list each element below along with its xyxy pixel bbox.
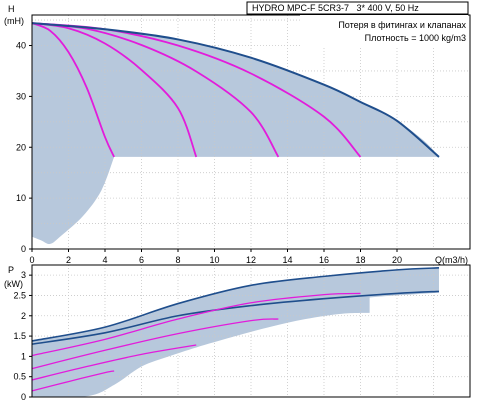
y-tick-label: 0 — [21, 392, 26, 400]
y-tick-label: 0 — [21, 244, 26, 254]
note-density: Плотность = 1000 kg/m3 — [365, 33, 466, 43]
x-tick-label: 18 — [355, 255, 365, 265]
y-tick-label: 20 — [16, 142, 26, 152]
y-tick-label: 0.5 — [13, 372, 26, 382]
y-axis-unit: (mH) — [4, 16, 24, 26]
power-curve-line — [31, 370, 115, 392]
y-tick-label: 2.5 — [13, 290, 26, 300]
x-tick-label: 16 — [319, 255, 329, 265]
y-axis-unit: (kW) — [4, 279, 23, 289]
head-chart: 0 2 4 6 8 10 12 14 16 18 20 0 10 20 30 40 H (mH) Q(m3/h) HY… — [4, 1, 471, 265]
chart-title: HYDRO MPC-F 5CR3-7 3* 400 V, 50 Hz — [252, 3, 419, 13]
note-fittings: Потеря в фитингах и клапанах — [338, 20, 466, 30]
y-tick-label: 40 — [16, 41, 26, 51]
y-axis-label: H — [8, 4, 15, 14]
power-curve-line — [31, 344, 197, 381]
x-tick-label: 6 — [139, 255, 144, 265]
y-tick-label: 30 — [16, 91, 26, 101]
x-tick-label: 4 — [102, 255, 107, 265]
x-tick-label: 8 — [175, 255, 180, 265]
title-box — [246, 1, 469, 15]
power-curve-line — [31, 318, 279, 370]
y-tick-label: 2 — [21, 311, 26, 321]
x-tick-label: 20 — [392, 255, 402, 265]
y-tick-label: 1 — [21, 351, 26, 361]
y-tick-label: 1.5 — [13, 331, 26, 341]
y-axis-label: P — [8, 265, 14, 275]
y-tick-label: 10 — [16, 193, 26, 203]
power-chart: 0 0.5 1 1.5 2 2.5 3P (kW) — [4, 264, 471, 400]
operating-envelope-area — [32, 23, 439, 245]
x-tick-label: 2 — [66, 255, 71, 265]
notes-box — [300, 15, 468, 47]
x-axis-label: Q(m3/h) — [435, 255, 468, 265]
x-tick-label: 10 — [209, 255, 219, 265]
power-curve-line — [31, 290, 440, 345]
x-tick-label: 0 — [29, 255, 34, 265]
power-band-area — [32, 293, 370, 398]
x-tick-label: 12 — [246, 255, 256, 265]
y-tick-label: 3 — [21, 270, 26, 280]
pump-curve-line — [31, 22, 198, 158]
pump-curve-line — [31, 22, 115, 158]
power-curve-line — [31, 292, 361, 357]
max-curve-line — [31, 22, 440, 158]
plot-frame — [31, 264, 471, 398]
x-tick-label: 14 — [282, 255, 292, 265]
power-curve-line — [31, 267, 440, 342]
